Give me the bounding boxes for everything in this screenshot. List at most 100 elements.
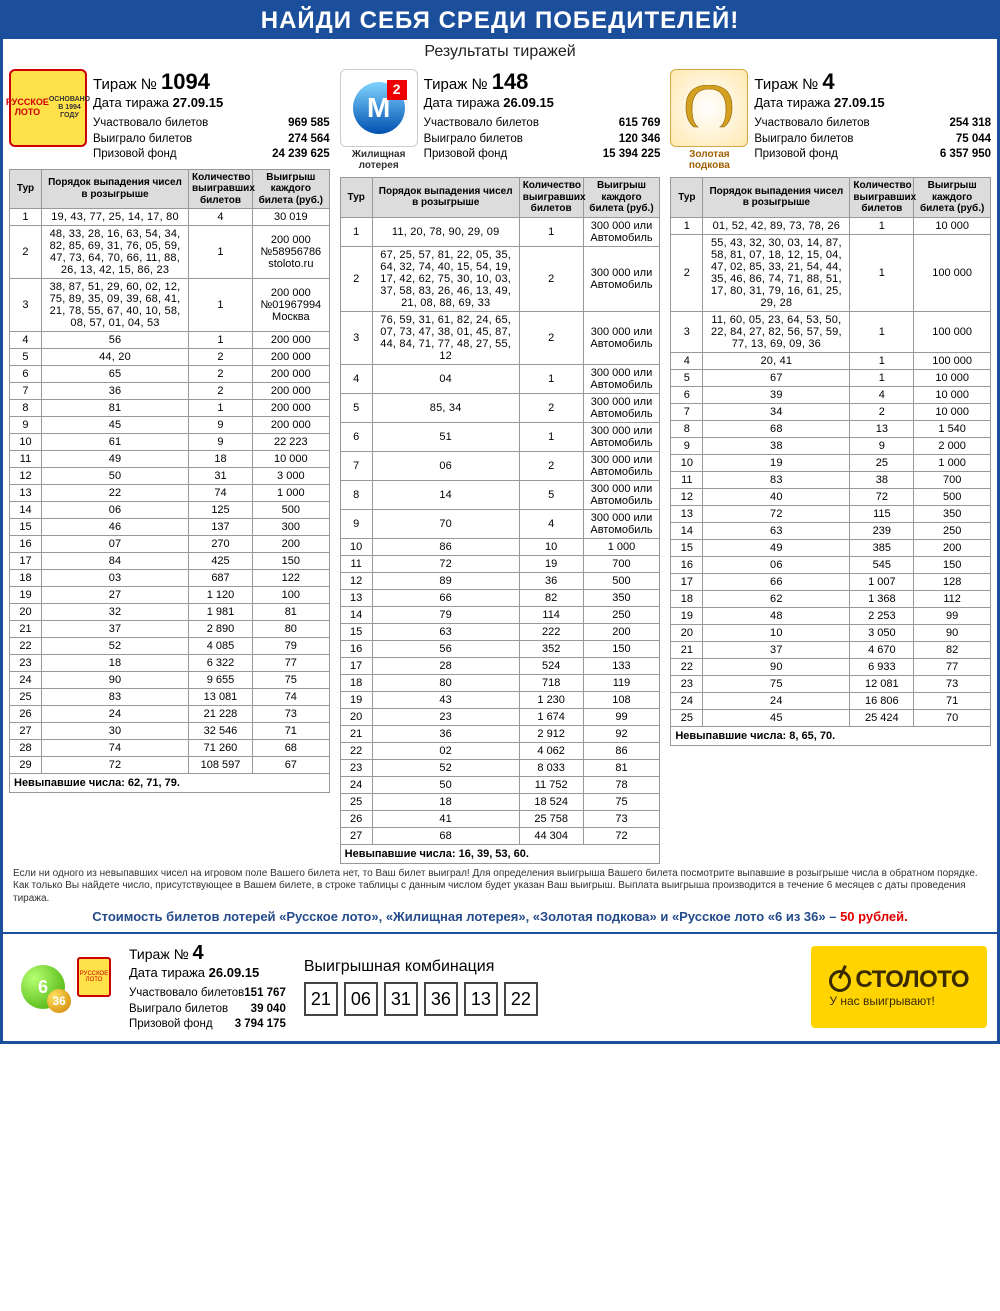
- table-row: 1880718119: [340, 674, 660, 691]
- table-row: 118338700: [671, 471, 991, 488]
- table-row: 2972108 59767: [10, 757, 330, 774]
- table-row: 4561200 000: [10, 332, 330, 349]
- table-row: 1086101 000: [340, 538, 660, 555]
- table-row: 8145300 000 или Автомобиль: [340, 480, 660, 509]
- table-row: 19271 120100: [10, 587, 330, 604]
- results-table: Тур Порядок выпадения чисел в розыгрыше …: [670, 177, 991, 727]
- table-row: 1549385200: [671, 539, 991, 556]
- lottery-col-russkoe-loto: РУССКОЕЛОТООСНОВАНО В 1994 ГОДУ Тираж № …: [9, 69, 330, 864]
- table-row: 101, 52, 42, 89, 73, 78, 26110 000: [671, 217, 991, 234]
- table-row: 17661 007128: [671, 573, 991, 590]
- lottery-col-zolotaya-podkova: Золотаяподкова Тираж № 4 Дата тиража 27.…: [670, 69, 991, 864]
- table-row: 23186 32277: [10, 655, 330, 672]
- table-row: 273032 54671: [10, 723, 330, 740]
- table-row: 1607270200: [10, 536, 330, 553]
- table-row: 21372 89080: [10, 621, 330, 638]
- table-row: 251818 52475: [340, 793, 660, 810]
- table-row: 18621 368112: [671, 590, 991, 607]
- table-row: 1656352150: [340, 640, 660, 657]
- results-table: Тур Порядок выпадения чисел в розыгрыше …: [340, 177, 661, 845]
- combo-number: 21: [304, 982, 338, 1016]
- draw-date: Дата тиража 27.09.15: [754, 95, 991, 110]
- page-subtitle: Результаты тиражей: [3, 39, 997, 69]
- table-row: 11491810 000: [10, 451, 330, 468]
- table-row: 24909 65575: [10, 672, 330, 689]
- table-row: 639410 000: [671, 386, 991, 403]
- logo-zolotaya-podkova: [670, 69, 748, 147]
- lottery-columns: РУССКОЕЛОТООСНОВАНО В 1994 ГОДУ Тираж № …: [3, 69, 997, 864]
- logo-zhilishchnaya: М2: [340, 69, 418, 147]
- table-row: 1463239250: [671, 522, 991, 539]
- bottom-draw-title: Тираж № 4: [129, 942, 286, 965]
- combo-number: 31: [384, 982, 418, 1016]
- price-line: Стоимость билетов лотерей «Русское лото»…: [3, 907, 997, 932]
- table-row: 1406125500: [10, 502, 330, 519]
- stoloto-badge: СТОЛОТО У нас выигрывают!: [811, 946, 987, 1028]
- table-row: 20103 05090: [671, 624, 991, 641]
- table-row: 119, 43, 77, 25, 14, 17, 80430 019: [10, 209, 330, 226]
- combo-number: 13: [464, 982, 498, 1016]
- combo-numbers: 210631361322: [304, 982, 538, 1016]
- table-row: 7362200 000: [10, 383, 330, 400]
- table-row: 19482 25399: [671, 607, 991, 624]
- table-row: 8811200 000: [10, 400, 330, 417]
- rules-footnote: Если ни одного из невыпавших чисел на иг…: [3, 864, 997, 908]
- table-row: 6652200 000: [10, 366, 330, 383]
- table-row: 255, 43, 32, 30, 03, 14, 87, 58, 81, 07,…: [671, 234, 991, 311]
- table-row: 1019251 000: [671, 454, 991, 471]
- bottom-stats: Участвовало билетов151 767Выиграло билет…: [129, 986, 286, 1033]
- draw-title: Тираж № 1094: [93, 69, 330, 95]
- bottom-draw-date: Дата тиража 26.09.15: [129, 965, 286, 980]
- table-row: 1728524133: [340, 657, 660, 674]
- table-row: 21362 91292: [340, 725, 660, 742]
- logo-russkoe-loto: РУССКОЕЛОТООСНОВАНО В 1994 ГОДУ: [9, 69, 87, 147]
- table-row: 267, 25, 57, 81, 22, 05, 35, 64, 32, 74,…: [340, 246, 660, 311]
- draw-date: Дата тиража 27.09.15: [93, 95, 330, 110]
- table-row: 22524 08579: [10, 638, 330, 655]
- table-row: 264125 75873: [340, 810, 660, 827]
- logo-6iz36: 636: [13, 957, 73, 1017]
- combo-number: 06: [344, 982, 378, 1016]
- table-row: 20231 67499: [340, 708, 660, 725]
- not-drawn: Невыпавшие числа: 8, 65, 70.: [670, 727, 991, 746]
- table-row: 420, 411100 000: [671, 352, 991, 369]
- lottery-col-zhilishchnaya: М2Жилищнаялотерея Тираж № 148 Дата тираж…: [340, 69, 661, 864]
- table-row: 567110 000: [671, 369, 991, 386]
- draw-title: Тираж № 4: [754, 69, 991, 95]
- table-row: 254525 42470: [671, 709, 991, 726]
- table-row: 1546137300: [10, 519, 330, 536]
- table-row: 248, 33, 28, 16, 63, 54, 34, 82, 85, 69,…: [10, 226, 330, 279]
- table-row: 7062300 000 или Автомобиль: [340, 451, 660, 480]
- table-row: 117219700: [340, 555, 660, 572]
- table-row: 124072500: [671, 488, 991, 505]
- logo-russkoe-loto-mini: РУССКОЕ ЛОТО: [77, 957, 111, 997]
- table-row: 23528 03381: [340, 759, 660, 776]
- table-row: 1784425150: [10, 553, 330, 570]
- draw-title: Тираж № 148: [424, 69, 661, 95]
- table-row: 1061922 223: [10, 434, 330, 451]
- table-row: 9704300 000 или Автомобиль: [340, 509, 660, 538]
- table-row: 19431 230108: [340, 691, 660, 708]
- table-row: 262421 22873: [10, 706, 330, 723]
- table-row: 1479114250: [340, 606, 660, 623]
- table-row: 9459200 000: [10, 417, 330, 434]
- table-row: 376, 59, 31, 61, 82, 24, 65, 07, 73, 47,…: [340, 311, 660, 364]
- table-row: 1606545150: [671, 556, 991, 573]
- table-row: 1322741 000: [10, 485, 330, 502]
- table-row: 287471 26068: [10, 740, 330, 757]
- table-row: 338, 87, 51, 29, 60, 02, 12, 75, 89, 35,…: [10, 279, 330, 332]
- table-row: 4041300 000 или Автомобиль: [340, 364, 660, 393]
- table-row: 734210 000: [671, 403, 991, 420]
- table-row: 20321 98181: [10, 604, 330, 621]
- table-row: 245011 75278: [340, 776, 660, 793]
- combo-title: Выигрышная комбинация: [304, 958, 538, 976]
- table-row: 136682350: [340, 589, 660, 606]
- results-table: Тур Порядок выпадения чисел в розыгрыше …: [9, 169, 330, 775]
- table-row: 237512 08173: [671, 675, 991, 692]
- table-row: 111, 20, 78, 90, 29, 091300 000 или Авто…: [340, 217, 660, 246]
- draw-date: Дата тиража 26.09.15: [424, 95, 661, 110]
- table-row: 1250313 000: [10, 468, 330, 485]
- table-row: 311, 60, 05, 23, 64, 53, 50, 22, 84, 27,…: [671, 311, 991, 352]
- table-row: 22024 06286: [340, 742, 660, 759]
- table-row: 1803687122: [10, 570, 330, 587]
